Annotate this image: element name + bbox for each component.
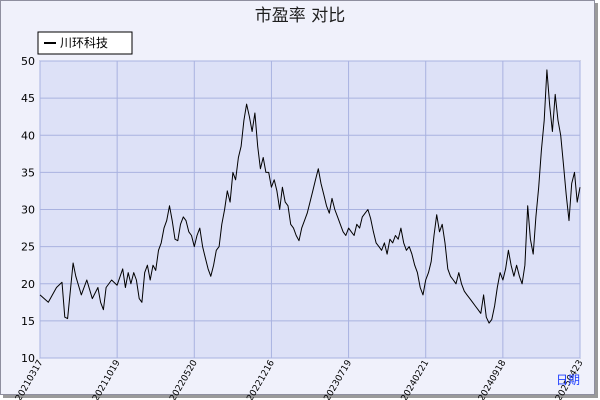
legend-box — [37, 31, 133, 55]
y-axis-ticks: 10 15 20 25 30 35 40 45 50 — [21, 55, 35, 365]
x-tick-label: 20211019 — [91, 358, 123, 400]
grid-lines — [39, 60, 581, 359]
y-tick-label: 20 — [21, 278, 35, 291]
legend-label: 川环科技 — [60, 36, 108, 50]
x-tick-label: 20221216 — [245, 358, 277, 400]
y-tick-label: 25 — [21, 241, 35, 254]
y-tick-label: 35 — [21, 166, 35, 179]
x-tick-label: 20240918 — [477, 358, 509, 400]
x-axis-label: 日期 — [556, 373, 580, 387]
x-axis-ticks: 20210317 20211019 20220520 20221216 20230719… — [14, 358, 586, 400]
y-tick-label: 40 — [21, 129, 35, 142]
x-tick-label: 20220520 — [168, 358, 200, 400]
x-tick-label: 20240221 — [400, 359, 432, 400]
series-line-chuanhuan-keji — [39, 69, 581, 324]
y-tick-label: 50 — [21, 55, 35, 68]
legend: 川环科技 — [37, 31, 133, 55]
x-tick-label: 20230719 — [323, 358, 355, 400]
series-group — [39, 69, 581, 324]
chart-title: 市盈率 对比 — [255, 6, 345, 26]
y-tick-label: 15 — [21, 315, 35, 328]
y-tick-label: 45 — [21, 92, 35, 105]
y-tick-label: 30 — [21, 204, 35, 217]
y-tick-label: 10 — [21, 352, 35, 365]
